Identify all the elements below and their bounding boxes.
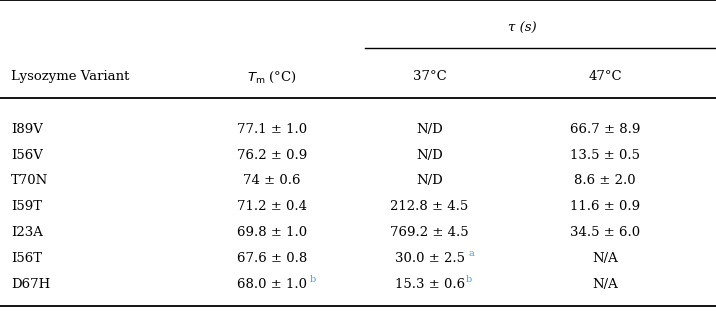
Text: 34.5 ± 6.0: 34.5 ± 6.0 (570, 226, 640, 239)
Text: D67H: D67H (11, 278, 50, 291)
Text: 67.6 ± 0.8: 67.6 ± 0.8 (237, 252, 307, 265)
Text: N/D: N/D (416, 123, 443, 136)
Text: 77.1 ± 1.0: 77.1 ± 1.0 (237, 123, 307, 136)
Text: 11.6 ± 0.9: 11.6 ± 0.9 (570, 200, 640, 213)
Text: 69.8 ± 1.0: 69.8 ± 1.0 (237, 226, 307, 239)
Text: b: b (309, 275, 316, 284)
Text: 74 ± 0.6: 74 ± 0.6 (243, 174, 301, 188)
Text: 76.2 ± 0.9: 76.2 ± 0.9 (237, 149, 307, 162)
Text: I56V: I56V (11, 149, 43, 162)
Text: 37°C: 37°C (412, 70, 447, 83)
Text: I59T: I59T (11, 200, 42, 213)
Text: N/A: N/A (592, 278, 618, 291)
Text: T70N: T70N (11, 174, 48, 188)
Text: τ (s): τ (s) (508, 22, 537, 35)
Text: a: a (469, 249, 475, 258)
Text: I89V: I89V (11, 123, 43, 136)
Text: N/A: N/A (592, 252, 618, 265)
Text: 769.2 ± 4.5: 769.2 ± 4.5 (390, 226, 469, 239)
Text: Lysozyme Variant: Lysozyme Variant (11, 70, 129, 83)
Text: I56T: I56T (11, 252, 42, 265)
Text: N/D: N/D (416, 149, 443, 162)
Text: I23A: I23A (11, 226, 43, 239)
Text: 15.3 ± 0.6: 15.3 ± 0.6 (395, 278, 465, 291)
Text: 8.6 ± 2.0: 8.6 ± 2.0 (574, 174, 636, 188)
Text: $T_\mathrm{m}$ (°C): $T_\mathrm{m}$ (°C) (247, 70, 297, 85)
Text: N/D: N/D (416, 174, 443, 188)
Text: 212.8 ± 4.5: 212.8 ± 4.5 (390, 200, 469, 213)
Text: 47°C: 47°C (589, 70, 621, 83)
Text: b: b (465, 275, 472, 284)
Text: 30.0 ± 2.5: 30.0 ± 2.5 (395, 252, 465, 265)
Text: 13.5 ± 0.5: 13.5 ± 0.5 (570, 149, 640, 162)
Text: 68.0 ± 1.0: 68.0 ± 1.0 (237, 278, 307, 291)
Text: 71.2 ± 0.4: 71.2 ± 0.4 (237, 200, 307, 213)
Text: 66.7 ± 8.9: 66.7 ± 8.9 (570, 123, 640, 136)
